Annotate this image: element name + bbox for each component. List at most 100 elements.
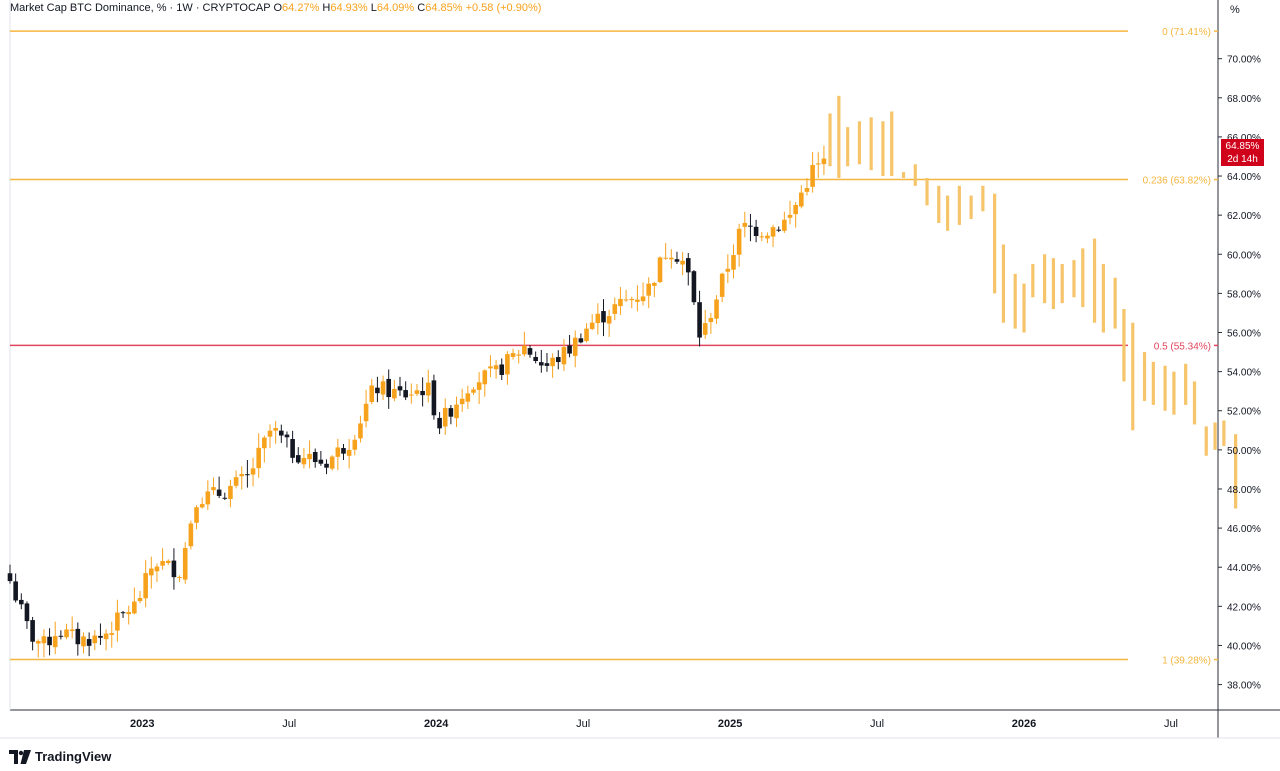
candle-body-down <box>24 603 30 622</box>
y-tick-label: 52.00% <box>1227 407 1261 418</box>
symbol-title[interactable]: Market Cap BTC Dominance, % · 1W · CRYPT… <box>10 2 271 14</box>
candle-body-down <box>691 271 697 303</box>
candle-body-up <box>736 228 742 255</box>
y-tick-label: 38.00% <box>1227 681 1261 692</box>
candle-body-down <box>245 474 250 476</box>
candle-body-up <box>714 299 719 319</box>
candle-body-up <box>680 260 685 265</box>
candle-body-down <box>375 387 380 394</box>
projection-bar <box>1013 273 1017 329</box>
fib-level-label: 0 (71.41%) <box>1162 27 1211 38</box>
projection-bar <box>1142 352 1147 401</box>
candle-body-down <box>403 390 408 398</box>
fib-level-label: 0.236 (63.82%) <box>1143 176 1211 187</box>
x-axis[interactable]: 2023 Jul 2024 Jul 2025 Jul 2026 Jul <box>130 718 1178 730</box>
projection-bar <box>881 121 885 177</box>
candle-body-down <box>7 573 13 582</box>
candle-body-down <box>539 362 544 366</box>
projection-bar <box>1192 381 1197 425</box>
candle-body-up <box>363 403 369 422</box>
candle-body-up <box>69 629 75 632</box>
candle-body-up <box>623 299 629 301</box>
y-tick-label: 54.00% <box>1227 368 1261 379</box>
candle-body-up <box>250 468 256 475</box>
y-axis[interactable]: 38.00% 40.00% 42.00% 44.00% 46.00% 48.00% 50.0… <box>1218 55 1261 692</box>
projection-bar <box>1051 258 1056 310</box>
y-tick-label: 42.00% <box>1227 602 1261 613</box>
high-value: 64.93% <box>330 2 368 14</box>
candle-body-up <box>301 458 307 465</box>
candle-body-up <box>782 219 787 231</box>
projection-bar <box>857 121 862 165</box>
candle-body-up <box>352 439 358 450</box>
candle-body-up <box>657 257 663 283</box>
projection-bar <box>1101 264 1105 333</box>
x-tick-label: 2023 <box>130 718 154 730</box>
projection-bar <box>1092 238 1097 323</box>
candle-body-up <box>669 257 674 260</box>
candle-body-up <box>160 561 165 566</box>
candle-body-down <box>295 455 301 463</box>
candle-body-down <box>544 363 550 366</box>
candle-body-up <box>815 163 821 165</box>
candle-body-up <box>228 485 233 499</box>
candle-body-up <box>516 354 522 356</box>
candle-body-up <box>335 447 341 457</box>
projection-bar <box>1081 248 1085 308</box>
candle-body-up <box>589 322 595 329</box>
candle-body-up <box>256 447 261 469</box>
projection-bar <box>925 177 929 206</box>
candle-body-up <box>725 268 731 272</box>
tradingview-brand[interactable]: TradingView <box>9 749 111 764</box>
candle-body-down <box>75 628 81 645</box>
candle-body-down <box>431 380 437 416</box>
projection-bar <box>1131 322 1135 431</box>
candle-body-up <box>550 357 555 367</box>
axis-unit-label[interactable]: % <box>1230 4 1240 16</box>
y-tick-label: 50.00% <box>1227 446 1261 457</box>
candle-body-down <box>448 408 454 417</box>
candle-body-up <box>273 428 278 431</box>
projection-bar <box>1042 254 1047 304</box>
candle-body-up <box>702 323 708 335</box>
candle-body-up <box>742 222 748 227</box>
candle-body-up <box>188 523 194 547</box>
candle-body-down <box>98 635 103 638</box>
projection-bar <box>1204 426 1208 456</box>
candle-body-up <box>109 633 115 635</box>
candle-body-up <box>454 404 459 419</box>
candle-body-up <box>369 385 375 403</box>
candle-body-up <box>493 365 499 370</box>
candle-body-up <box>239 473 245 477</box>
candle-body-down <box>578 338 584 343</box>
y-tick-label: 62.00% <box>1227 211 1261 222</box>
candle-body-up <box>731 255 736 270</box>
candle-body-down <box>47 636 52 646</box>
candle-body-down <box>290 439 295 458</box>
x-tick-label: Jul <box>1164 718 1178 730</box>
candle-body-up <box>307 453 312 460</box>
projection-bar <box>828 113 832 167</box>
candle-body-up <box>471 389 476 393</box>
change-value: +0.58 (+0.90%) <box>465 2 542 14</box>
candle-body-down <box>776 229 782 231</box>
candle-body-up <box>561 347 567 365</box>
candle-body-up <box>115 612 120 631</box>
candle-body-down <box>397 386 403 391</box>
candle-body-down <box>527 348 533 355</box>
candle-body-up <box>488 366 493 369</box>
candle-body-up <box>425 382 431 396</box>
y-tick-label: 64.00% <box>1227 172 1261 183</box>
projection-bar <box>945 195 950 231</box>
candle-body-down <box>420 390 425 396</box>
open-key: O <box>273 2 283 14</box>
candle-body-down <box>437 417 442 429</box>
candle-body-up <box>505 354 510 375</box>
candle-body-up <box>103 633 109 640</box>
projection-bar <box>1172 371 1176 415</box>
candle-body-down <box>58 635 64 637</box>
candle-body-up <box>584 328 589 342</box>
candle-body-up <box>799 192 804 207</box>
candle-body-up <box>392 388 397 399</box>
